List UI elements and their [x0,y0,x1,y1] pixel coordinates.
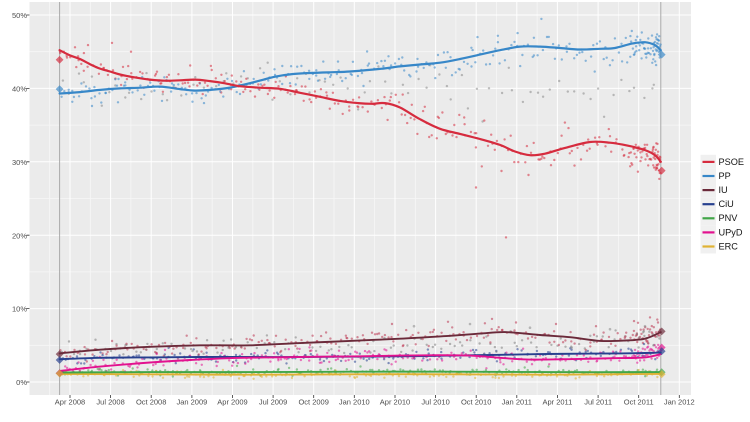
svg-text:Apr 2008: Apr 2008 [55,398,85,407]
svg-text:Oct 2010: Oct 2010 [461,398,491,407]
svg-text:Jul 2010: Jul 2010 [421,398,449,407]
svg-text:20%: 20% [12,231,27,240]
svg-text:UPyD: UPyD [719,227,743,237]
svg-text:Oct 2009: Oct 2009 [298,398,328,407]
svg-text:Apr 2011: Apr 2011 [542,398,572,407]
svg-text:Jul 2011: Jul 2011 [584,398,612,407]
svg-text:40%: 40% [12,85,27,94]
svg-text:PP: PP [719,171,731,181]
svg-text:Jan 2010: Jan 2010 [339,398,370,407]
svg-text:CiU: CiU [719,199,734,209]
svg-text:Jan 2011: Jan 2011 [502,398,532,407]
svg-text:PSOE: PSOE [719,157,745,167]
svg-text:ERC: ERC [719,241,739,251]
svg-text:Oct 2011: Oct 2011 [624,398,654,407]
svg-text:30%: 30% [12,158,27,167]
svg-text:Oct 2008: Oct 2008 [136,398,166,407]
svg-text:Apr 2009: Apr 2009 [217,398,247,407]
svg-text:Jul 2009: Jul 2009 [259,398,287,407]
svg-text:10%: 10% [12,305,27,314]
svg-text:IU: IU [719,185,728,195]
svg-text:0%: 0% [16,378,27,387]
svg-text:Jan 2009: Jan 2009 [176,398,207,407]
svg-text:PNV: PNV [719,213,739,223]
svg-text:Jan 2012: Jan 2012 [664,398,695,407]
svg-text:50%: 50% [12,11,27,20]
svg-text:Jul 2008: Jul 2008 [96,398,124,407]
svg-text:Apr 2010: Apr 2010 [380,398,410,407]
